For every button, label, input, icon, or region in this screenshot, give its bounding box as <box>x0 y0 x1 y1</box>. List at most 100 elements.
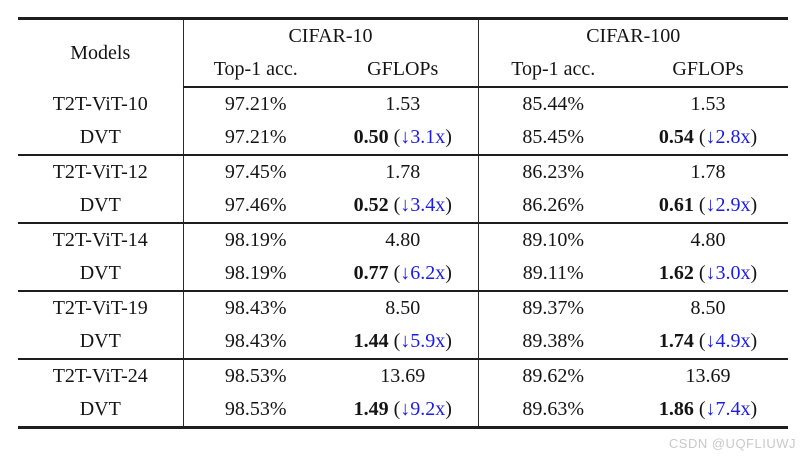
table-row: DVT 97.21% 0.50 (↓3.1x) 85.45% 0.54 (↓2.8x… <box>18 121 788 156</box>
paren-open: ( <box>698 330 706 352</box>
header-cifar10: CIFAR-10 <box>183 18 479 53</box>
cell-c10-acc: 98.53% <box>224 398 287 420</box>
paren-close: ) <box>750 330 758 352</box>
cell-c100-acc: 86.26% <box>478 189 628 224</box>
gflops-value: 1.62 <box>658 262 694 284</box>
cell-model: DVT <box>18 121 184 156</box>
speedup-value: ↓7.4x <box>705 398 751 420</box>
cell-c10-acc: 98.53% <box>224 365 287 387</box>
cell-c10-acc: 97.21% <box>183 121 328 156</box>
table-row: T2T-ViT-14 98.19% 4.80 89.10% 4.80 <box>18 223 788 257</box>
cell-c100-acc: 89.63% <box>522 398 585 420</box>
cell-c10-acc: 98.43% <box>183 325 328 360</box>
gflops-value: 0.52 <box>353 194 389 216</box>
paren-close: ) <box>445 194 452 216</box>
cell-c100-acc: 89.10% <box>522 229 585 251</box>
cell-model: DVT <box>18 189 184 224</box>
table-row: T2T-ViT-12 97.45% 1.78 86.23% 1.78 <box>18 155 788 189</box>
paren-close: ) <box>750 126 758 148</box>
gflops-value: 0.77 <box>353 262 389 284</box>
paren-close: ) <box>445 262 452 284</box>
cell-c100-gflops: 1.86 (↓7.4x) <box>628 393 788 428</box>
cell-c10-gflops: 0.50 (↓3.1x) <box>328 121 479 156</box>
gflops-value: 1.86 <box>658 398 694 420</box>
cell-model: T2T-ViT-24 <box>18 359 184 393</box>
speedup-value: ↓2.9x <box>705 194 751 216</box>
paren-close: ) <box>445 126 452 148</box>
results-table: Models CIFAR-10 CIFAR-100 Top-1 acc. GFL… <box>18 17 788 429</box>
cell-c10-acc: 98.19% <box>224 229 287 251</box>
cell-c100-acc: 89.62% <box>522 365 585 387</box>
cell-c100-acc: 89.11% <box>478 257 628 292</box>
header-c10-top1: Top-1 acc. <box>183 53 328 88</box>
paren-close: ) <box>445 330 452 352</box>
paren-close: ) <box>445 398 452 420</box>
cell-c100-acc: 85.44% <box>522 93 585 115</box>
gflops-value: 1.44 <box>353 330 389 352</box>
gflops-value: 1.49 <box>353 398 389 420</box>
paren-open: ( <box>393 262 401 284</box>
cell-c100-gflops: 4.80 <box>690 229 726 251</box>
paren-open: ( <box>698 194 706 216</box>
table-row: DVT 98.53% 1.49 (↓9.2x) 89.63% 1.86 (↓7.4x… <box>18 393 788 428</box>
gflops-value: 0.54 <box>658 126 694 148</box>
cell-c10-acc: 98.19% <box>183 257 328 292</box>
speedup-value: ↓4.9x <box>705 330 751 352</box>
cell-model: T2T-ViT-14 <box>18 223 184 257</box>
paren-open: ( <box>698 398 706 420</box>
speedup-value: ↓6.2x <box>400 262 446 284</box>
cell-model: DVT <box>18 325 184 360</box>
header-cifar100: CIFAR-100 <box>586 25 681 47</box>
paren-open: ( <box>393 126 401 148</box>
cell-model: T2T-ViT-12 <box>18 155 184 189</box>
speedup-value: ↓9.2x <box>400 398 446 420</box>
cell-c10-gflops: 0.52 (↓3.4x) <box>328 189 479 224</box>
cell-c10-gflops: 0.77 (↓6.2x) <box>328 257 479 292</box>
header-models: Models <box>18 18 184 87</box>
cell-c100-gflops: 1.78 <box>690 161 726 183</box>
cell-c100-gflops: 1.62 (↓3.0x) <box>628 257 788 292</box>
cell-c100-gflops: 0.61 (↓2.9x) <box>628 189 788 224</box>
cell-model: DVT <box>18 393 184 428</box>
paren-open: ( <box>393 398 401 420</box>
csdn-watermark: CSDN @UQFLIUWJ <box>668 436 796 451</box>
cell-c10-acc: 97.46% <box>183 189 328 224</box>
gflops-value: 1.74 <box>658 330 694 352</box>
cell-c10-gflops: 1.49 (↓9.2x) <box>328 393 479 428</box>
cell-c100-acc: 89.37% <box>522 297 585 319</box>
header-c10-gflops: GFLOPs <box>328 53 479 88</box>
paren-open: ( <box>393 330 401 352</box>
header-row-datasets: Models CIFAR-10 CIFAR-100 <box>18 18 788 87</box>
speedup-value: ↓3.0x <box>705 262 751 284</box>
cell-c100-acc: 85.45% <box>478 121 628 156</box>
cell-model: T2T-ViT-10 <box>18 87 184 121</box>
speedup-value: ↓5.9x <box>400 330 446 352</box>
speedup-value: ↓3.4x <box>400 194 446 216</box>
header-c100-gflops: GFLOPs <box>628 53 788 88</box>
speedup-value: ↓3.1x <box>400 126 446 148</box>
table-row: DVT 98.19% 0.77 (↓6.2x) 89.11% 1.62 (↓3.0x… <box>18 257 788 292</box>
paren-open: ( <box>698 126 706 148</box>
cell-c10-gflops: 8.50 <box>328 291 479 325</box>
header-row-metrics: Top-1 acc. GFLOPs Top-1 acc. GFLOPs <box>18 53 788 88</box>
cell-c100-acc: 86.23% <box>522 161 585 183</box>
cell-c100-gflops: 1.53 <box>690 93 726 115</box>
table-row: T2T-ViT-10 97.21% 1.53 85.44% 1.53 <box>18 87 788 121</box>
cell-model: T2T-ViT-19 <box>18 291 184 325</box>
cell-c100-gflops: 1.74 (↓4.9x) <box>628 325 788 360</box>
cell-c10-gflops: 4.80 <box>328 223 479 257</box>
header-c100-top1: Top-1 acc. <box>478 53 628 88</box>
table-row: DVT 98.43% 1.44 (↓5.9x) 89.38% 1.74 (↓4.9x… <box>18 325 788 360</box>
cell-c10-acc: 97.21% <box>224 93 287 115</box>
table-row: DVT 97.46% 0.52 (↓3.4x) 86.26% 0.61 (↓2.9x… <box>18 189 788 224</box>
paren-open: ( <box>698 262 706 284</box>
cell-c10-gflops: 1.53 <box>328 87 479 121</box>
cell-c100-gflops: 0.54 (↓2.8x) <box>628 121 788 156</box>
cell-model: DVT <box>18 257 184 292</box>
table-row: T2T-ViT-24 98.53% 13.69 89.62% 13.69 <box>18 359 788 393</box>
paren-close: ) <box>750 262 758 284</box>
gflops-value: 0.61 <box>658 194 694 216</box>
cell-c100-gflops: 8.50 <box>690 297 726 319</box>
cell-c100-acc: 89.38% <box>478 325 628 360</box>
cell-c100-gflops: 13.69 <box>685 365 731 387</box>
